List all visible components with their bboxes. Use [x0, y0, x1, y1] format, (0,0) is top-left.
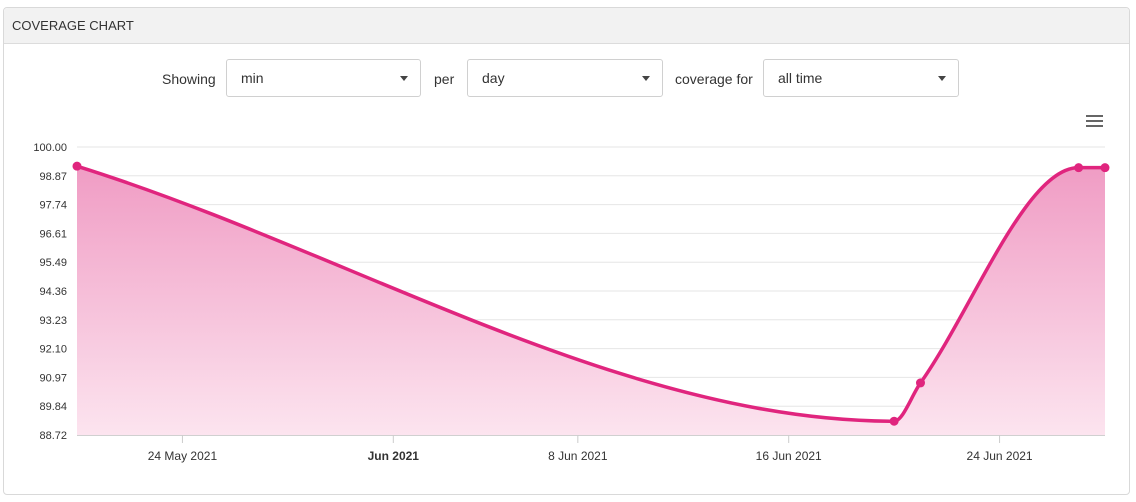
coverage-chart-panel: COVERAGE CHART Showing min per day cover…	[3, 7, 1130, 495]
coverage-select-value: all time	[778, 70, 823, 86]
per-select-value: day	[482, 70, 505, 86]
chart-controls: Showing min per day coverage for all tim…	[4, 59, 1129, 99]
panel-title: COVERAGE CHART	[4, 8, 1129, 44]
per-select[interactable]: day	[467, 59, 663, 97]
coverage-for-label: coverage for	[675, 71, 753, 87]
chevron-down-icon	[400, 76, 408, 81]
showing-select[interactable]: min	[226, 59, 421, 97]
per-label: per	[434, 71, 455, 87]
chart-menu-icon[interactable]	[1086, 115, 1103, 128]
chevron-down-icon	[642, 76, 650, 81]
showing-select-value: min	[241, 70, 264, 86]
coverage-select[interactable]: all time	[763, 59, 959, 97]
chevron-down-icon	[938, 76, 946, 81]
showing-label: Showing	[162, 71, 216, 87]
